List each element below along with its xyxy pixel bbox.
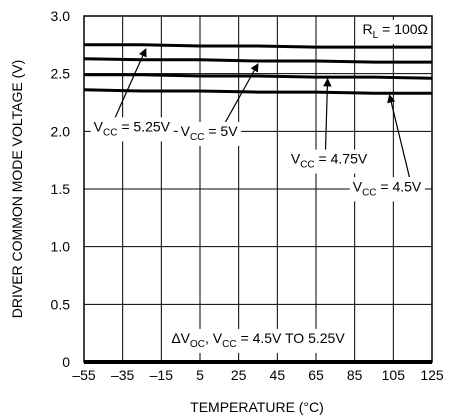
annotations: RL = 100Ω VCC = 5.25V VCC = 5V VCC = 4.75V V… xyxy=(90,20,431,353)
annotation-v45-bg xyxy=(349,177,425,202)
x-tick-label: 65 xyxy=(308,367,324,383)
x-tick-label: 25 xyxy=(231,367,247,383)
annotation-arrow-v45 xyxy=(387,94,411,178)
series-line-4 xyxy=(83,88,432,95)
annotation-v525-bg xyxy=(90,117,174,142)
annotation-v475: VCC = 4.75V xyxy=(291,151,368,171)
y-tick-label: 2.0 xyxy=(51,123,71,139)
annotation-rl-bg xyxy=(359,20,431,44)
x-tick-label: 105 xyxy=(382,367,406,383)
annotation-v525: VCC = 5.25V xyxy=(94,118,171,138)
x-axis-label: TEMPERATURE (°C) xyxy=(190,399,324,415)
x-tick-label: 125 xyxy=(420,367,444,383)
x-tick-label: 85 xyxy=(347,367,363,383)
series-lines xyxy=(83,43,433,364)
y-tick-label: 0 xyxy=(62,354,70,370)
y-tick-label: 3.0 xyxy=(51,8,71,24)
annotation-rl: RL = 100Ω xyxy=(363,21,428,41)
annotation-v475-bg xyxy=(287,149,371,174)
x-tick-label: 5 xyxy=(196,367,204,383)
series-line-2 xyxy=(83,57,432,64)
annotation-v45: VCC = 4.5V xyxy=(353,178,422,198)
series-line-1 xyxy=(84,43,432,49)
annotation-delta-voc-bg xyxy=(168,328,349,353)
annotation-arrow-v5 xyxy=(225,63,259,123)
series-line-3 xyxy=(84,73,433,80)
y-axis-label: DRIVER COMMON MODE VOLTAGE (V) xyxy=(9,60,25,319)
y-tick-label: 1.5 xyxy=(51,181,71,197)
x-tick-labels: –55 –35 –15 5 25 45 65 85 105 125 xyxy=(72,367,444,383)
annotation-arrow-v475 xyxy=(323,77,332,150)
y-tick-labels: 0 0.5 1.0 1.5 2.0 2.5 3.0 xyxy=(51,8,71,370)
x-tick-label: –15 xyxy=(150,367,174,383)
annotation-v5: VCC = 5V xyxy=(181,123,239,143)
x-tick-label: –55 xyxy=(72,367,96,383)
arrows xyxy=(114,48,411,178)
annotation-v5-bg xyxy=(177,121,242,146)
y-tick-label: 1.0 xyxy=(51,239,71,255)
annotation-delta-voc: ΔVOC, VCC = 4.5V TO 5.25V xyxy=(171,330,345,350)
x-tick-label: 45 xyxy=(270,367,286,383)
x-tick-label: –35 xyxy=(111,367,135,383)
y-tick-label: 0.5 xyxy=(51,296,71,312)
y-tick-label: 2.5 xyxy=(51,66,71,82)
annotation-arrow-v525 xyxy=(114,48,147,118)
